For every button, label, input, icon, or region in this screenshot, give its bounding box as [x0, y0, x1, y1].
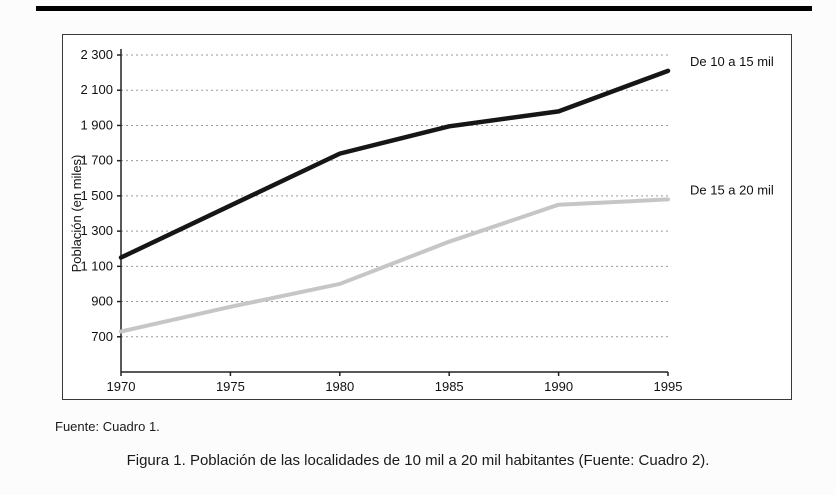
y-tick-label: 1 500	[80, 188, 113, 203]
y-tick-label: 1 100	[80, 258, 113, 273]
page-top-rule	[36, 6, 812, 11]
y-tick-label: 1 300	[80, 223, 113, 238]
y-tick-label: 900	[91, 294, 113, 309]
x-tick-label: 1985	[435, 379, 464, 394]
x-tick-label: 1990	[544, 379, 573, 394]
y-axis-label: Población (en miles)	[69, 155, 84, 273]
chart-frame: 700 900 1 100 1 300 1 500 1 700 1 900 2 100 2 30…	[62, 34, 792, 400]
series-line-1	[119, 197, 670, 334]
series-line-0	[118, 68, 671, 260]
series-label-0: De 10 a 15 mil	[690, 54, 774, 69]
x-tick-label: 1980	[325, 379, 354, 394]
population-line-chart: 700 900 1 100 1 300 1 500 1 700 1 900 2 100 2 30…	[69, 47, 774, 394]
y-tick-label: 700	[91, 329, 113, 344]
series-label-1: De 15 a 20 mil	[690, 182, 774, 197]
figure-caption: Figura 1. Población de las localidades d…	[126, 452, 710, 469]
y-tick-label: 2 300	[80, 47, 113, 62]
source-note: Fuente: Cuadro 1.	[55, 419, 160, 434]
y-tick-label: 1 900	[80, 117, 113, 132]
y-tick-label: 1 700	[80, 153, 113, 168]
y-tick-label: 2 100	[80, 82, 113, 97]
x-tick-label: 1975	[216, 379, 245, 394]
x-tick-label: 1970	[107, 379, 136, 394]
x-tick-label: 1995	[654, 379, 683, 394]
